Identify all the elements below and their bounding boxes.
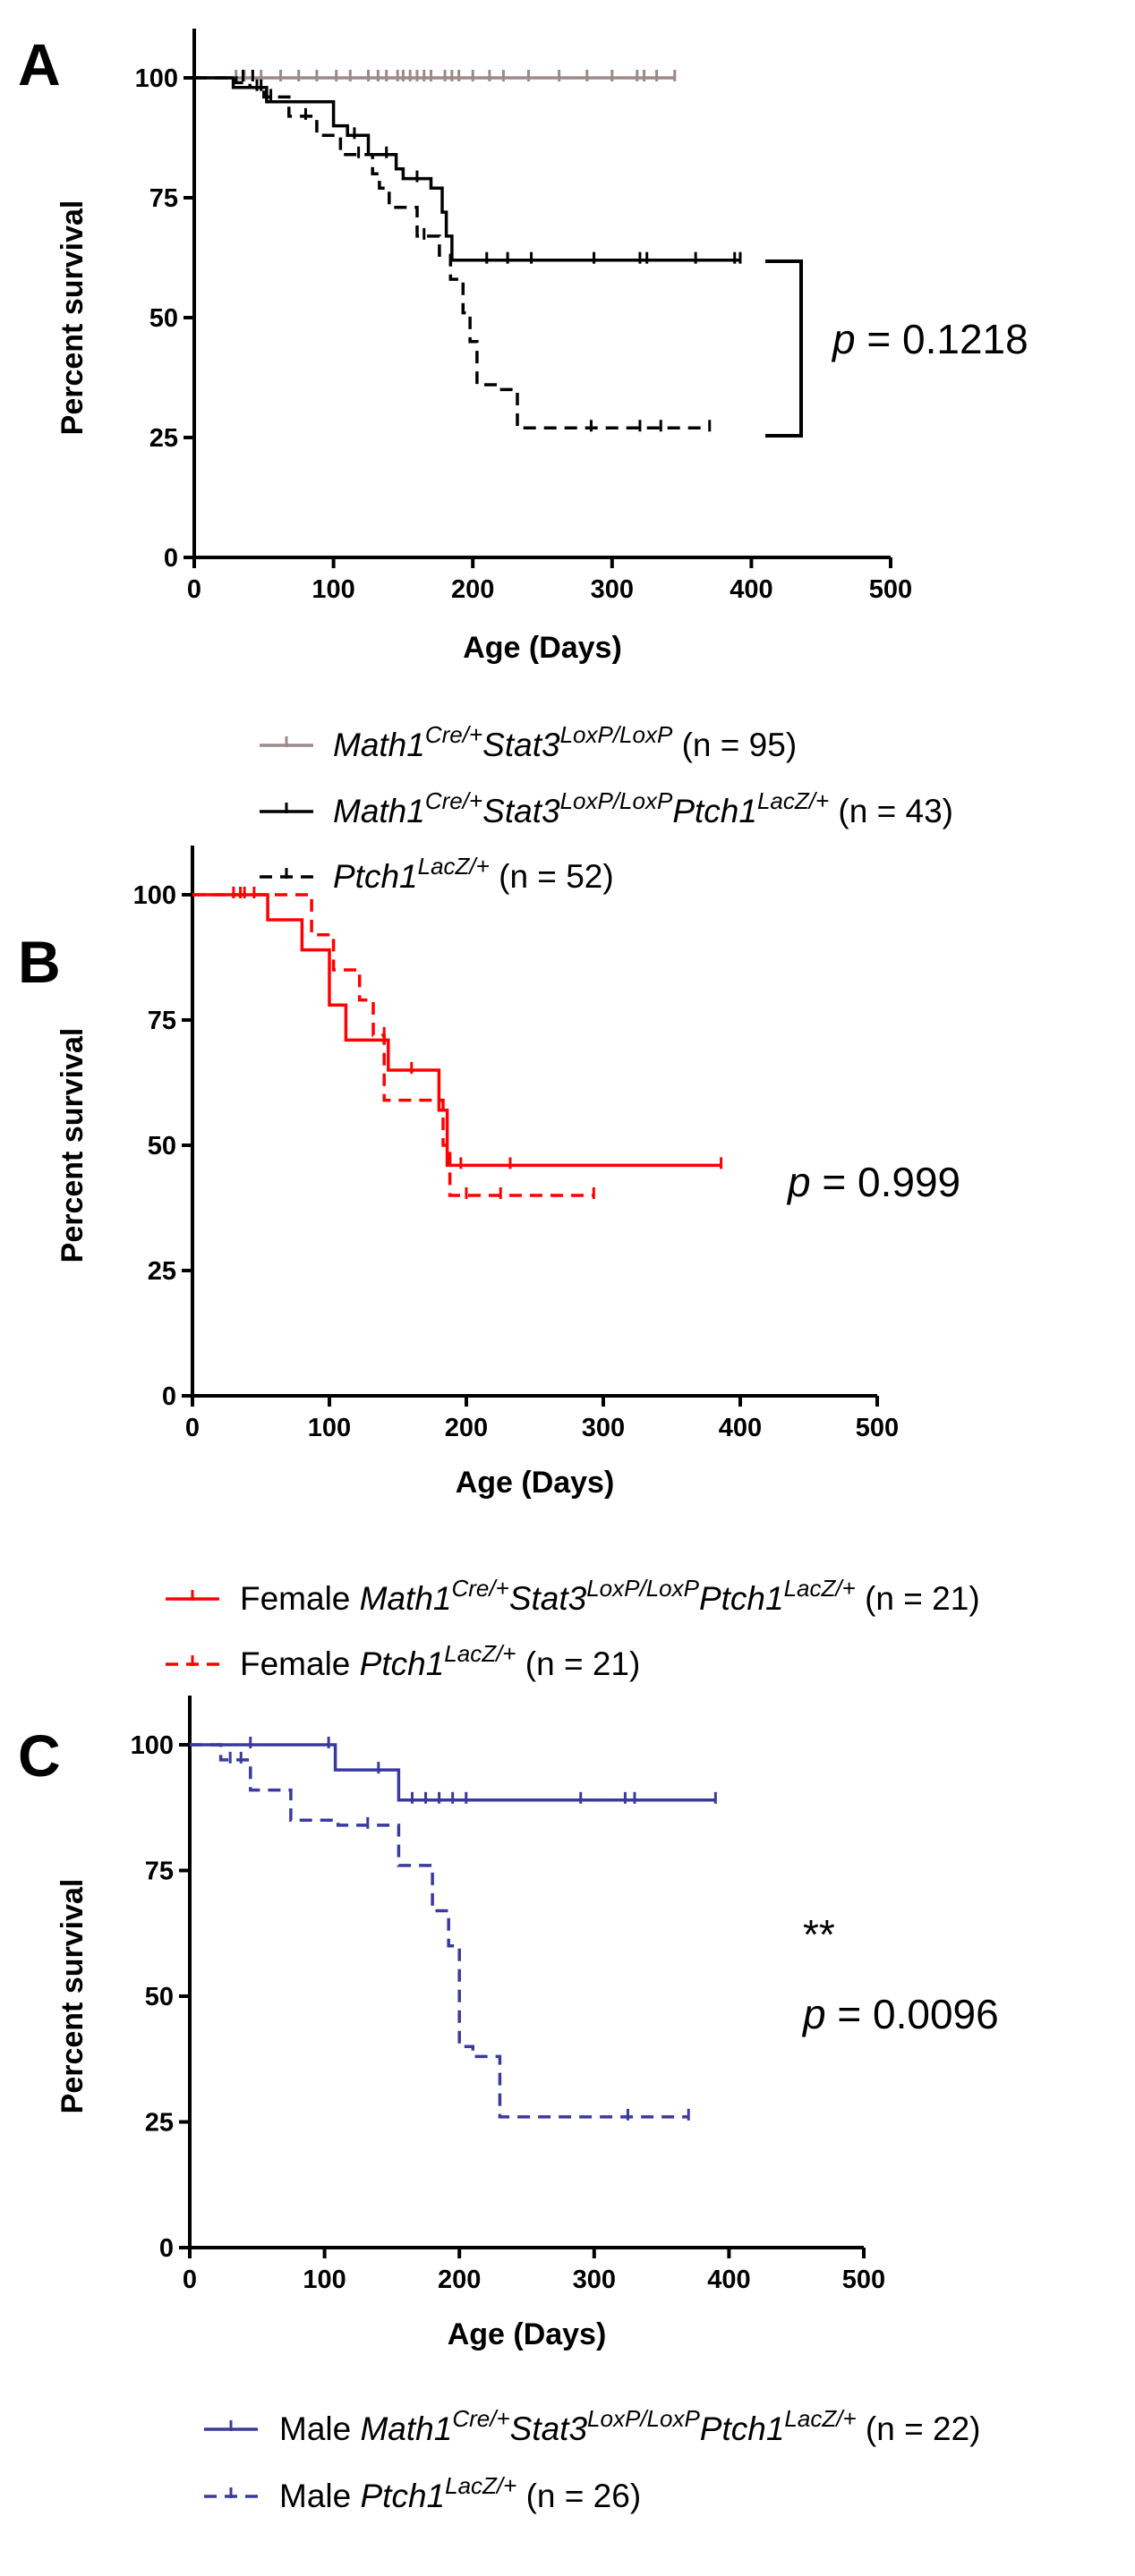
x-tick-label: 100 [311,575,354,604]
p-value-label: p = 0.999 [786,1159,960,1205]
y-axis-label: Percent survival [55,200,90,436]
x-tick-label: 300 [582,1414,625,1442]
panel-letter-b: B [18,929,61,995]
y-tick-label: 0 [162,1382,176,1411]
x-tick-label: 500 [856,1414,899,1442]
y-axis-label: Percent survival [55,1879,90,2114]
y-tick-label: 50 [145,1983,174,2011]
legend-label: Male Ptch1LacZ/+ (n = 26) [279,2472,641,2514]
survival-curve-2 [192,893,594,1197]
legend-label: Female Math1Cre/+Stat3LoxP/LoxPPtch1LacZ… [240,1575,980,1617]
survival-curve-1 [190,1743,716,1802]
legend-label: Ptch1LacZ/+ (n = 52) [333,853,614,895]
x-tick-label: 500 [842,2266,885,2294]
panel-letter-a: A [18,31,61,98]
x-tick-label: 400 [719,1414,762,1442]
y-tick-label: 75 [149,184,178,213]
y-tick-label: 100 [135,64,178,93]
survival-curve-2 [190,1743,689,2119]
legend-label: Female Ptch1LacZ/+ (n = 21) [240,1640,640,1682]
x-tick-label: 200 [438,2266,481,2294]
y-tick-label: 75 [148,1007,176,1035]
y-tick-label: 50 [148,1132,176,1160]
legend-label: Math1Cre/+Stat3LoxP/LoxPPtch1LacZ/+ (n =… [333,787,953,829]
y-tick-label: 0 [164,544,178,573]
legend-label: Math1Cre/+Stat3LoxP/LoxP (n = 95) [333,721,797,763]
x-tick-label: 300 [573,2266,616,2294]
comparison-bracket [765,259,803,438]
panel-a: A 0 25 50 75 100 0 100 200 300 400 500 Percent surv… [18,29,1028,895]
y-tick-label: 0 [159,2234,174,2263]
x-tick-label: 500 [869,575,912,604]
x-tick-label: 400 [730,575,772,604]
survival-curve-3 [194,76,710,430]
y-axis-label: Percent survival [55,1028,90,1263]
x-tick-label: 100 [303,2266,346,2294]
survival-curve-1 [192,893,721,1168]
x-axis-label: Age (Days) [448,2317,607,2351]
y-tick-label: 25 [145,2109,174,2138]
legend-label: Male Math1Cre/+Stat3LoxP/LoxPPtch1LacZ/+… [279,2405,980,2447]
x-tick-label: 200 [445,1414,488,1442]
p-value-label: p = 0.1218 [831,316,1028,362]
y-tick-label: 100 [133,881,176,910]
survival-curve-2 [194,76,740,262]
panel-letter-c: C [18,1722,61,1789]
p-value-label: p = 0.0096 [801,1991,999,2037]
x-tick-label: 0 [187,575,201,604]
y-tick-label: 100 [131,1731,174,1760]
y-tick-label: 25 [148,1257,176,1286]
panel-c: C 0 25 50 75 100 0 100 200 300 400 500 Percent surv… [18,1696,999,2514]
x-tick-label: 0 [183,2266,197,2294]
x-axis-label: Age (Days) [463,631,622,665]
y-tick-label: 25 [149,424,178,453]
significance-stars: ** [803,1911,835,1958]
panel-b: B 0 25 50 75 100 0 100 200 300 400 500 Percent surv… [18,846,980,1682]
y-tick-label: 50 [149,304,178,333]
x-tick-label: 0 [185,1414,200,1442]
x-tick-label: 200 [451,575,494,604]
x-tick-label: 100 [308,1414,351,1442]
x-tick-label: 400 [707,2266,750,2294]
x-axis-label: Age (Days) [456,1466,615,1500]
x-tick-label: 300 [591,575,634,604]
y-tick-label: 75 [145,1858,174,1886]
